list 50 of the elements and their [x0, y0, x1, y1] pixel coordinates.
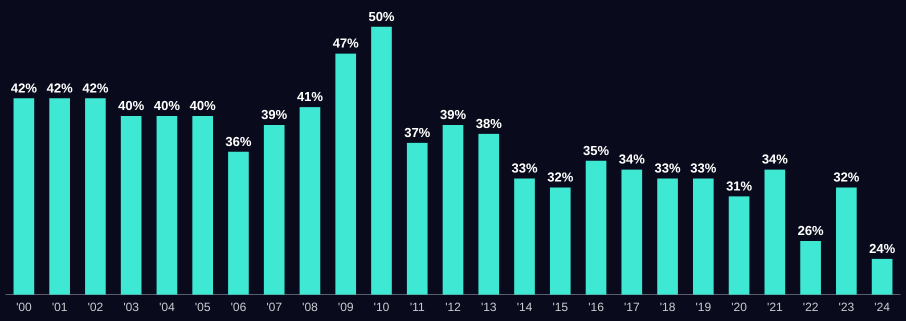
- x-tick-label: '23: [838, 300, 855, 314]
- x-tick-label: '01: [52, 300, 68, 314]
- data-label: 42%: [10, 80, 38, 96]
- x-tick-label: '14: [516, 300, 533, 314]
- data-label: 40%: [190, 98, 216, 114]
- x-tick-label: '17: [624, 300, 640, 314]
- data-label: 37%: [404, 124, 431, 140]
- x-tick-label: '03: [123, 300, 140, 314]
- x-tick-label: '18: [660, 300, 676, 314]
- data-label: 34%: [618, 152, 646, 167]
- data-label: 40%: [154, 98, 180, 114]
- x-tick-label: '16: [588, 300, 604, 314]
- x-tick-label: '07: [266, 300, 282, 314]
- data-label: 39%: [261, 107, 288, 122]
- x-tick-label: '15: [552, 300, 568, 314]
- x-tick-label: '06: [230, 300, 247, 314]
- x-tick-label: '19: [696, 300, 712, 314]
- data-label: 33%: [654, 160, 682, 176]
- x-tick-label: '09: [338, 300, 354, 314]
- data-label: 39%: [440, 107, 466, 122]
- data-label: 41%: [296, 89, 324, 104]
- data-label: 26%: [798, 223, 824, 238]
- x-tick-label: '10: [374, 300, 390, 314]
- x-tick-label: '05: [194, 300, 211, 314]
- data-label: 36%: [225, 134, 252, 149]
- x-tick-label: '02: [88, 300, 104, 314]
- data-label: 50%: [368, 8, 395, 24]
- x-tick-label: '13: [480, 300, 497, 314]
- data-label: 31%: [726, 178, 753, 194]
- x-tick-label: '08: [302, 300, 318, 314]
- data-label: 32%: [547, 170, 574, 185]
- x-tick-label: '00: [16, 300, 32, 314]
- x-tick-label: '21: [767, 300, 783, 314]
- data-label: 40%: [118, 98, 145, 114]
- data-label: 42%: [82, 80, 109, 96]
- x-tick-label: '24: [874, 300, 890, 314]
- x-tick-label: '20: [731, 300, 748, 314]
- x-tick-label: '11: [410, 300, 425, 314]
- data-label: 32%: [833, 170, 860, 185]
- data-label: 47%: [332, 36, 360, 51]
- data-label: 24%: [869, 240, 896, 256]
- x-tick-label: '12: [445, 300, 462, 314]
- data-label: 33%: [512, 160, 538, 176]
- data-label: 38%: [476, 116, 502, 131]
- x-tick-label: '04: [159, 300, 176, 314]
- data-label: 35%: [583, 142, 610, 158]
- x-tick-label: '22: [802, 300, 819, 314]
- data-label: 42%: [46, 80, 74, 96]
- data-label: 34%: [762, 152, 788, 167]
- data-label: 33%: [690, 160, 717, 176]
